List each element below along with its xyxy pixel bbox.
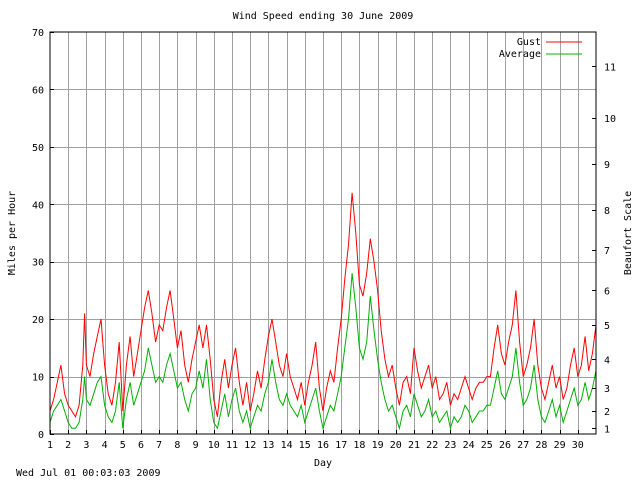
y-tick-label: 50 — [32, 143, 44, 154]
x-tick-label: 17 — [335, 440, 347, 451]
x-tick-label: 21 — [408, 440, 420, 451]
x-tick-label: 3 — [83, 440, 89, 451]
y-tick-label: 40 — [32, 200, 44, 211]
x-tick-label: 1 — [47, 440, 53, 451]
x-tick-label: 26 — [499, 440, 511, 451]
axes: 1 2 3 4 5 6 7 8 9 10 11 12 13 14 15 16 17 18 19 20 21 22 23 24 2… — [32, 28, 616, 451]
chart-title: Wind Speed ending 30 June 2009 — [233, 11, 414, 22]
series-line-average — [49, 273, 597, 431]
x-tick-label: 12 — [244, 440, 256, 451]
x-tick-label: 29 — [554, 440, 566, 451]
beaufort-tick-label: 9 — [604, 160, 610, 171]
x-tick-label: 4 — [102, 440, 108, 451]
x-tick-label: 11 — [226, 440, 238, 451]
x-tick-label: 16 — [317, 440, 329, 451]
beaufort-tick-label: 3 — [604, 384, 610, 395]
beaufort-tick-label: 10 — [604, 114, 616, 125]
x-tick-label: 18 — [353, 440, 365, 451]
legend-label-gust: Gust — [517, 37, 541, 48]
beaufort-tick-label: 1 — [604, 424, 610, 435]
y-tick-label: 30 — [32, 258, 44, 269]
legend: Gust Average — [499, 37, 582, 60]
y-tick-label: 0 — [38, 430, 44, 441]
y-tick-label: 60 — [32, 85, 44, 96]
x-tick-label: 7 — [156, 440, 162, 451]
beaufort-tick-label: 7 — [604, 246, 610, 257]
x-tick-label: 22 — [426, 440, 438, 451]
y-tick-label: 10 — [32, 373, 44, 384]
beaufort-tick-label: 11 — [604, 62, 616, 73]
y2-axis-label: Beaufort Scale — [623, 191, 634, 275]
x-tick-label: 19 — [372, 440, 384, 451]
series-lines — [49, 192, 597, 431]
beaufort-tick-label: 6 — [604, 286, 610, 297]
x-tick-label: 8 — [174, 440, 180, 451]
x-tick-label: 28 — [535, 440, 547, 451]
x-tick-label: 5 — [120, 440, 126, 451]
beaufort-tick-label: 8 — [604, 206, 610, 217]
x-tick-label: 23 — [444, 440, 456, 451]
x-tick-label: 24 — [463, 440, 475, 451]
x-tick-label: 9 — [193, 440, 199, 451]
beaufort-tick-label: 5 — [604, 321, 610, 332]
x-tick-label: 20 — [390, 440, 402, 451]
legend-label-average: Average — [499, 49, 541, 60]
x-tick-label: 14 — [281, 440, 293, 451]
x-tick-label: 13 — [262, 440, 274, 451]
x-tick-label: 27 — [517, 440, 529, 451]
y-axis-label: Miles per Hour — [7, 191, 18, 275]
beaufort-tick-label: 4 — [604, 355, 610, 366]
series-line-gust — [49, 192, 597, 418]
x-tick-label: 2 — [65, 440, 71, 451]
x-tick-label: 25 — [481, 440, 493, 451]
x-tick-label: 30 — [572, 440, 584, 451]
y-tick-label: 70 — [32, 28, 44, 39]
footer-timestamp: Wed Jul 01 00:03:03 2009 — [16, 468, 161, 479]
x-tick-label: 6 — [138, 440, 144, 451]
x-tick-label: 15 — [299, 440, 311, 451]
x-tick-label: 10 — [208, 440, 220, 451]
grid-lines — [50, 32, 596, 434]
beaufort-tick-label: 2 — [604, 407, 610, 418]
x-axis-label: Day — [314, 458, 332, 469]
y-tick-label: 20 — [32, 315, 44, 326]
